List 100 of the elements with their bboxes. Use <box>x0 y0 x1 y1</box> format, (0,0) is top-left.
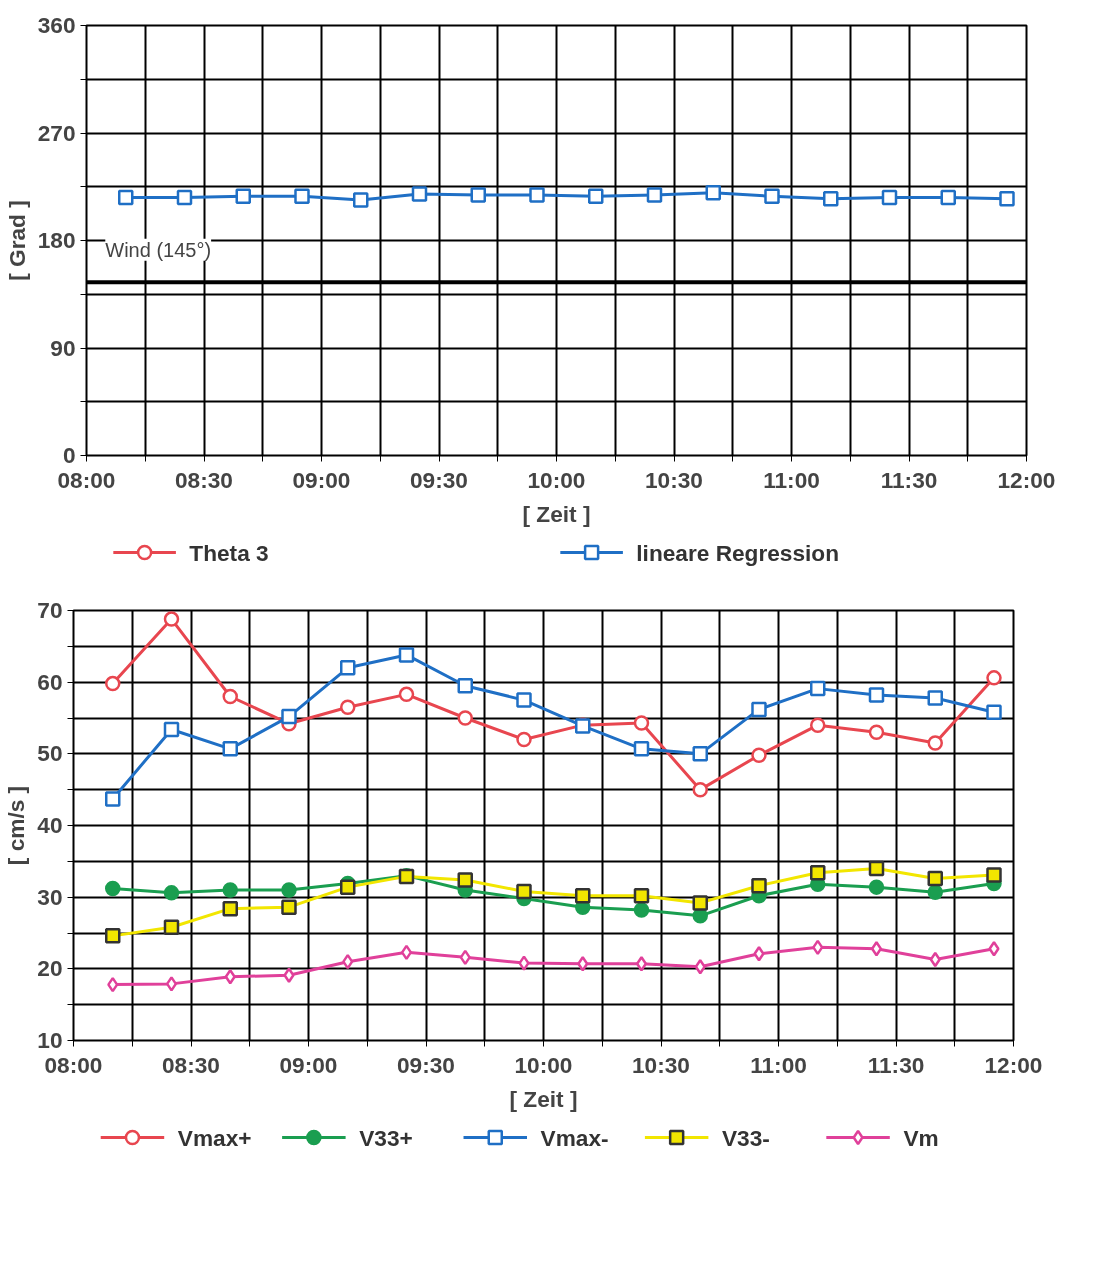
y-tick-label: 0 <box>62 442 76 468</box>
point <box>518 955 530 971</box>
x-tick-label: 12:00 <box>997 466 1056 493</box>
point <box>339 660 356 676</box>
x-tick-label: 08:30 <box>162 1051 220 1078</box>
point <box>999 190 1015 207</box>
point <box>352 192 369 208</box>
point <box>692 895 708 911</box>
point <box>339 699 356 715</box>
point <box>927 884 943 900</box>
y-tick-label: 90 <box>50 334 76 361</box>
point <box>105 675 121 692</box>
x-tick-label: 10:30 <box>632 1051 690 1078</box>
x-tick-label: 08:00 <box>44 1051 103 1078</box>
y-tick-label: 360 <box>37 12 76 38</box>
x-tick-label: 08:00 <box>57 466 116 493</box>
point <box>868 879 885 895</box>
point <box>398 686 415 703</box>
legend-label: Vmax- <box>540 1124 609 1151</box>
point <box>107 976 119 993</box>
point <box>633 715 650 731</box>
point <box>163 885 180 901</box>
y-tick-label: 30 <box>37 883 63 910</box>
x-axis-title: [ Zeit ] <box>522 500 591 527</box>
point <box>339 879 356 895</box>
x-tick-label: 10:00 <box>527 466 586 493</box>
point <box>927 735 943 751</box>
point <box>809 717 826 733</box>
y-tick-label: 60 <box>37 668 63 695</box>
point <box>281 899 297 915</box>
point <box>459 949 471 966</box>
point <box>457 710 473 726</box>
point <box>940 189 956 206</box>
point <box>633 902 650 918</box>
legend-label: Vm <box>903 1124 939 1151</box>
point <box>400 944 413 961</box>
point <box>868 724 885 741</box>
x-tick-label: 11:00 <box>750 1051 807 1078</box>
point <box>516 692 532 708</box>
x-tick-label: 11:30 <box>867 1051 925 1078</box>
x-tick-label: 11:30 <box>880 466 938 493</box>
point <box>927 690 943 706</box>
point <box>281 708 297 725</box>
point <box>988 941 1000 957</box>
point <box>222 688 238 705</box>
y-tick-label: 180 <box>37 227 76 253</box>
x-tick-label: 10:30 <box>645 466 703 493</box>
point <box>516 731 532 748</box>
point <box>163 721 180 738</box>
point <box>587 188 604 205</box>
point <box>516 883 532 900</box>
point <box>224 968 236 985</box>
y-tick-label: 270 <box>37 119 76 146</box>
point <box>398 647 415 663</box>
point <box>809 865 826 881</box>
point <box>105 880 121 897</box>
point <box>633 887 650 904</box>
x-tick-label: 09:30 <box>410 466 468 493</box>
point <box>574 887 591 904</box>
point <box>927 870 943 887</box>
point <box>692 746 708 762</box>
point <box>751 747 767 763</box>
x-tick-label: 09:30 <box>397 1051 455 1078</box>
point <box>529 187 545 203</box>
x-tick-label: 08:30 <box>175 466 233 493</box>
x-tick-label: 10:00 <box>514 1051 573 1078</box>
point <box>751 701 767 718</box>
point <box>868 860 885 877</box>
point <box>176 189 193 206</box>
point <box>751 877 767 894</box>
point <box>470 187 486 203</box>
point <box>929 951 941 968</box>
legend-label: V33- <box>722 1124 770 1151</box>
point <box>283 967 295 984</box>
point <box>105 928 121 944</box>
legend-label: lineare Regression <box>636 539 840 566</box>
point <box>457 678 473 694</box>
point <box>868 687 885 703</box>
point <box>753 946 765 962</box>
point <box>222 882 238 898</box>
x-tick-label: 09:00 <box>292 466 351 493</box>
y-tick-label: 50 <box>37 740 63 767</box>
ref-line-label: Wind (145°) <box>105 238 212 261</box>
point <box>165 976 178 992</box>
x-tick-label: 09:00 <box>279 1051 338 1078</box>
point <box>294 188 310 205</box>
point <box>692 781 708 798</box>
point <box>118 189 134 206</box>
y-axis-title: [ Grad ] <box>3 200 30 281</box>
legend-label: Theta 3 <box>189 539 269 566</box>
y-axis-title: [ cm/s ] <box>3 785 30 866</box>
point <box>105 791 121 807</box>
point <box>986 704 1002 721</box>
point <box>342 953 354 970</box>
point <box>281 882 297 898</box>
x-tick-label: 12:00 <box>984 1051 1043 1078</box>
point <box>633 741 650 757</box>
point <box>163 611 180 627</box>
legend-label: Vmax+ <box>177 1124 252 1151</box>
point <box>870 941 883 957</box>
